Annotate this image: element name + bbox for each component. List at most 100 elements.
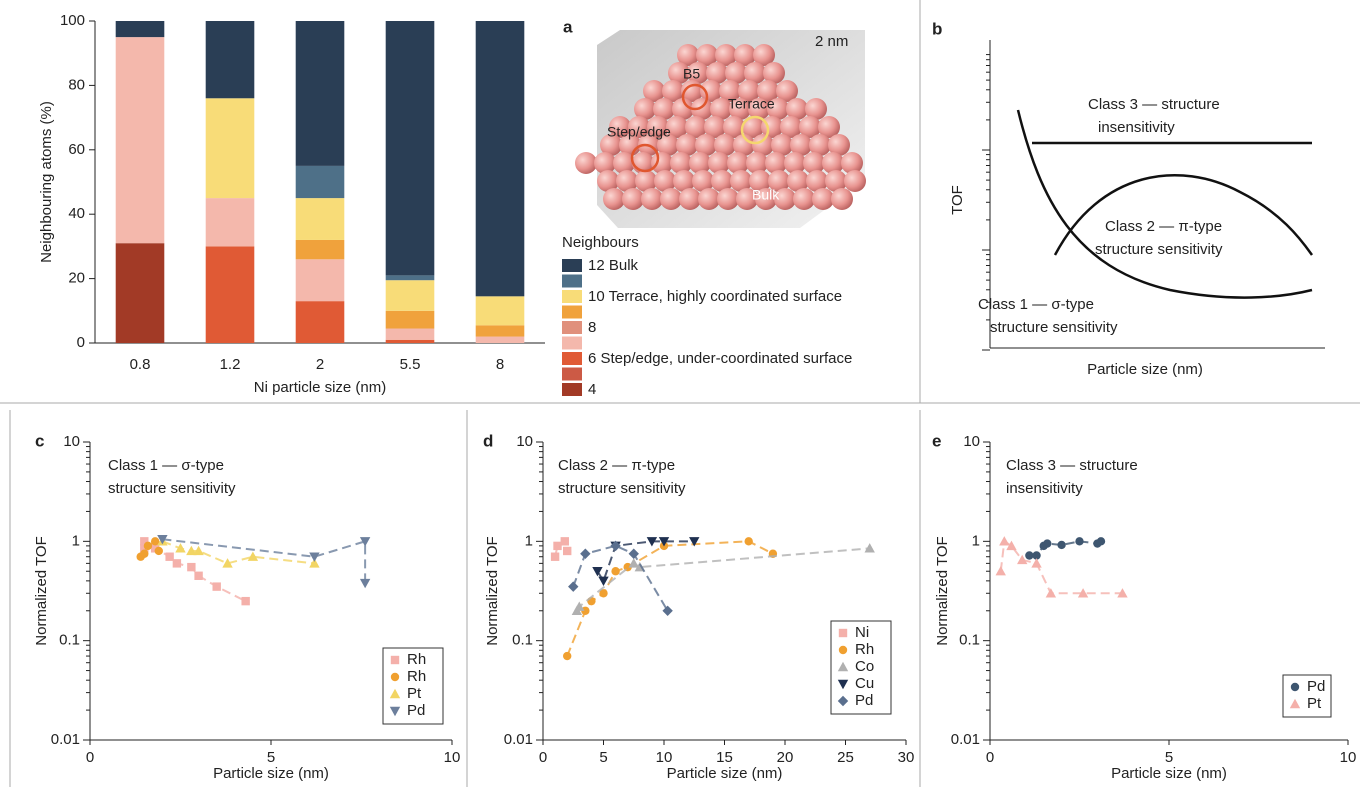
legend-label: 12 Bulk <box>588 257 639 274</box>
x-axis-label: Particle size (nm) <box>1111 765 1227 782</box>
legend-marker <box>391 673 399 681</box>
data-point <box>999 536 1009 545</box>
y-axis-label: TOF <box>949 185 966 215</box>
data-point <box>360 579 370 588</box>
annotation: Class 3 — structure <box>1088 96 1220 113</box>
bar-segment <box>386 280 435 311</box>
atom <box>812 188 834 210</box>
data-point <box>662 606 672 616</box>
panel-label: d <box>483 431 493 450</box>
data-point <box>1075 537 1083 545</box>
annotation: B5 <box>683 66 700 82</box>
bar-segment <box>206 98 255 198</box>
y-tick-label: 0.1 <box>512 632 533 649</box>
data-point <box>241 597 249 605</box>
x-tick-label: 0 <box>86 749 94 766</box>
x-tick-label: 25 <box>837 749 854 766</box>
annotation: Class 1 — σ-type <box>978 296 1094 313</box>
atom <box>844 170 866 192</box>
data-point <box>194 572 202 580</box>
annotation: Class 1 — σ-type <box>108 457 224 474</box>
y-tick-label: 1 <box>972 532 980 549</box>
data-point <box>1046 588 1056 597</box>
scale-label: 2 nm <box>815 33 848 50</box>
data-point <box>165 553 173 561</box>
data-point <box>561 537 569 545</box>
trend-line <box>162 539 365 583</box>
y-tick-label: 60 <box>68 141 85 158</box>
data-point <box>144 542 152 550</box>
data-point <box>598 577 608 586</box>
data-point <box>1043 539 1051 547</box>
y-tick-label: 20 <box>68 270 85 287</box>
class1-curve <box>1018 110 1312 298</box>
legend-label: Rh <box>407 668 426 685</box>
y-tick-label: 10 <box>516 433 533 450</box>
panel-label: c <box>35 431 44 450</box>
bar-segment <box>386 340 435 343</box>
data-point <box>140 550 148 558</box>
legend-label: Pd <box>855 692 873 709</box>
x-tick-label: 5 <box>1165 749 1173 766</box>
legend-label: 8 <box>588 319 596 336</box>
atom <box>698 188 720 210</box>
x-tick-label: 5.5 <box>400 356 421 373</box>
data-point <box>563 652 571 660</box>
legend-swatch <box>562 321 582 334</box>
x-axis-label: Particle size (nm) <box>1087 361 1203 378</box>
legend-marker <box>391 656 399 664</box>
legend-swatch <box>562 383 582 396</box>
data-point <box>592 567 602 576</box>
legend-marker <box>839 646 847 654</box>
legend-label: Ni <box>855 624 869 641</box>
legend-swatch <box>562 290 582 303</box>
legend-marker <box>839 629 847 637</box>
x-axis-label: Particle size (nm) <box>667 765 783 782</box>
x-axis-label: Particle size (nm) <box>213 765 329 782</box>
legend-marker <box>1291 683 1299 691</box>
atom <box>641 188 663 210</box>
x-tick-label: 20 <box>777 749 794 766</box>
x-tick-label: 0 <box>986 749 994 766</box>
panel-a: a 2 nm B5 Terrace Step/edge Bulk <box>563 17 866 228</box>
bar-segment <box>476 21 525 296</box>
bar-segment <box>296 166 345 198</box>
bar-segment <box>476 337 525 343</box>
atom <box>575 152 597 174</box>
data-point <box>213 582 221 590</box>
data-point <box>611 567 619 575</box>
legend-label: Pd <box>407 702 425 719</box>
annotation: Step/edge <box>607 124 671 140</box>
legend-label: Pd <box>1307 678 1325 695</box>
annotation: structure sensitivity <box>990 319 1118 336</box>
atom <box>831 188 853 210</box>
annotation: Class 3 — structure <box>1006 457 1138 474</box>
annotation: Bulk <box>752 187 780 203</box>
x-tick-label: 15 <box>716 749 733 766</box>
x-tick-label: 5 <box>267 749 275 766</box>
bar-segment <box>206 21 255 98</box>
bar-segment <box>386 329 435 340</box>
data-point <box>173 559 181 567</box>
x-axis-label: Ni particle size (nm) <box>254 379 387 396</box>
bar-segment <box>386 275 435 280</box>
bar-segment <box>296 301 345 343</box>
bar-segment <box>386 311 435 329</box>
legend-label: 6 Step/edge, under-coordinated surface <box>588 350 852 367</box>
annotation: Class 2 — π-type <box>558 457 675 474</box>
y-tick-label: 40 <box>68 205 85 222</box>
annotation: Terrace <box>728 96 775 112</box>
x-tick-label: 8 <box>496 356 504 373</box>
atom <box>717 188 739 210</box>
y-tick-label: 10 <box>63 433 80 450</box>
data-point <box>155 547 163 555</box>
data-point <box>563 547 571 555</box>
legend-swatch <box>562 275 582 288</box>
y-tick-label: 10 <box>963 433 980 450</box>
panel-label: b <box>932 19 942 38</box>
bar-segment <box>296 259 345 301</box>
atom <box>603 188 625 210</box>
bar-segment <box>296 21 345 166</box>
annotation: insensitivity <box>1098 119 1175 136</box>
legend-label: Cu <box>855 675 874 692</box>
